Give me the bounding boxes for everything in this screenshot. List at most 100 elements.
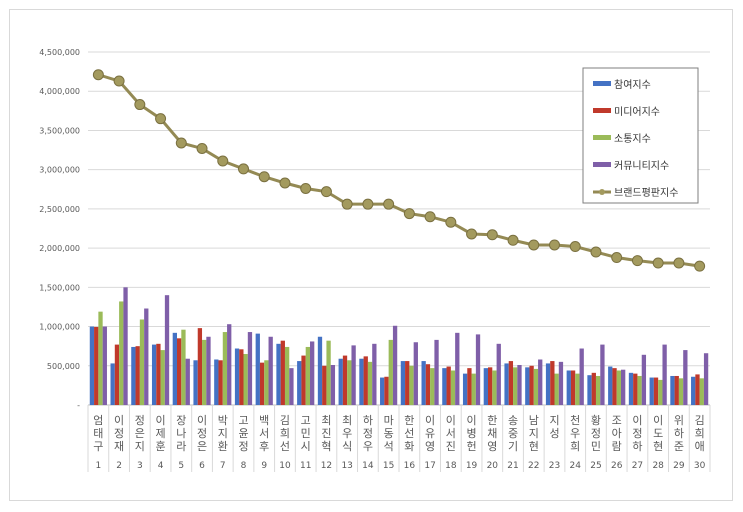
legend-label: 참여지수 [614,79,651,91]
bar-커뮤니티지수 [683,350,688,405]
bar-커뮤니티지수 [413,342,418,405]
rank-label: 3 [137,461,143,471]
rank-label: 9 [261,461,267,471]
line-point [569,241,581,253]
bar-미디어지수 [384,376,389,405]
rank-label: 11 [300,461,311,471]
line-point [175,137,187,149]
bar-소통지수 [430,368,435,405]
line-point [424,211,436,223]
bar-소통지수 [202,339,207,405]
bar-미디어지수 [674,375,679,405]
legend-label: 미디어지수 [614,106,660,118]
bar-미디어지수 [363,356,368,405]
bar-커뮤니티지수 [310,341,315,405]
bar-참여지수 [400,361,406,405]
line-point [217,155,229,167]
bar-미디어지수 [612,368,617,405]
bar-커뮤니티지수 [579,348,584,405]
y-tick-label: 3,000,000 [39,166,80,175]
bar-소통지수 [637,375,642,405]
bar-참여지수 [545,363,551,405]
legend-swatch-미디어지수 [593,108,611,113]
bar-커뮤니티지수 [641,354,647,405]
bar-커뮤니티지수 [123,287,128,405]
bar-커뮤니티지수 [434,339,439,405]
bar-참여지수 [297,361,302,405]
legend-label: 소통지수 [614,133,651,145]
bar-미디어지수 [633,373,638,405]
bar-소통지수 [264,360,269,405]
bar-소통지수 [554,373,559,405]
bar-미디어지수 [405,361,410,405]
rank-label: 8 [241,461,247,471]
y-tick-label: - [77,401,80,410]
bar-참여지수 [151,344,157,405]
bar-커뮤니티지수 [206,336,211,405]
y-tick-label: 500,000 [47,362,80,371]
line-point [549,239,560,251]
bar-소통지수 [388,339,393,405]
line-point [196,142,208,154]
rank-label: 25 [590,461,601,471]
bar-소통지수 [222,332,228,405]
bar-커뮤니티지수 [268,336,273,405]
rank-label: 22 [528,461,539,471]
rank-label: 28 [652,461,664,471]
rank-label: 15 [383,461,394,471]
bar-미디어지수 [322,365,327,405]
rank-label: 5 [178,461,184,471]
bar-소통지수 [243,354,248,405]
line-point [155,113,167,125]
rank-label: 23 [549,461,560,471]
line-point [673,257,685,269]
line-point [92,69,104,81]
bar-참여지수 [317,336,323,405]
bar-소통지수 [305,346,310,405]
bar-참여지수 [566,370,571,405]
line-point [528,239,540,251]
bar-참여지수 [670,375,675,405]
line-point [466,228,478,240]
bar-참여지수 [214,359,219,405]
bar-커뮤니티지수 [185,358,190,405]
rank-label: 14 [362,461,374,471]
bar-미디어지수 [135,346,140,405]
bar-미디어지수 [342,355,348,405]
rank-label: 26 [611,461,623,471]
chart-frame [9,9,733,501]
y-tick-label: 4,000,000 [39,87,80,96]
bar-커뮤니티지수 [330,364,336,405]
bar-참여지수 [483,368,488,405]
bar-미디어지수 [280,340,285,405]
bar-커뮤니티지수 [475,334,481,405]
bar-미디어지수 [259,362,265,405]
rank-label: 2 [116,461,122,471]
bar-커뮤니티지수 [144,308,149,405]
rank-label: 1 [95,461,101,471]
bar-미디어지수 [695,374,700,405]
bar-미디어지수 [467,368,472,405]
line-point [486,229,498,241]
bar-소통지수 [575,373,580,405]
rank-label: 10 [279,461,291,471]
rank-label: 18 [445,461,457,471]
bar-커뮤니티지수 [351,345,356,405]
bar-소통지수 [160,350,165,405]
line-point [694,260,706,272]
bar-소통지수 [595,375,601,405]
bar-참여지수 [421,361,426,405]
bar-소통지수 [367,361,373,405]
bar-미디어지수 [114,344,120,405]
